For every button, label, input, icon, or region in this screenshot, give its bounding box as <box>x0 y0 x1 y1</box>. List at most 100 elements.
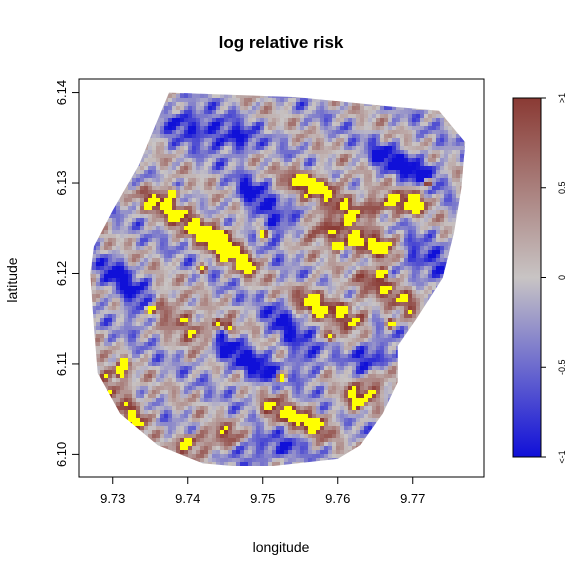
heatmap-cell <box>284 206 288 210</box>
heatmap-cell <box>412 206 416 210</box>
heatmap-cell <box>96 250 100 254</box>
heatmap-cell <box>420 170 424 174</box>
heatmap-cell <box>472 110 476 114</box>
heatmap-cell <box>156 102 160 106</box>
heatmap-cell <box>416 134 420 138</box>
heatmap-cell <box>90 238 92 242</box>
heatmap-cell <box>336 166 340 170</box>
heatmap-cell <box>200 86 204 90</box>
heatmap-cell <box>332 258 336 262</box>
heatmap-cell <box>292 278 296 282</box>
heatmap-cell <box>460 122 464 126</box>
heatmap-cell <box>276 186 280 190</box>
heatmap-cell <box>272 238 276 242</box>
heatmap-cell <box>268 230 272 234</box>
heatmap-cell <box>440 230 444 234</box>
heatmap-cell <box>288 282 292 286</box>
heatmap-cell <box>136 110 140 114</box>
heatmap-cell <box>356 278 360 282</box>
heatmap-cell <box>168 146 172 150</box>
heatmap-cell <box>440 258 444 262</box>
heatmap-cell <box>200 158 204 162</box>
heatmap-cell <box>424 138 428 142</box>
heatmap-cell <box>120 290 124 294</box>
heatmap-cell <box>144 238 148 242</box>
heatmap-cell <box>344 118 348 122</box>
heatmap-cell <box>408 282 412 286</box>
heatmap-cell <box>204 162 208 166</box>
heatmap-cell <box>172 282 176 286</box>
heatmap-cell <box>472 134 476 138</box>
heatmap-cell <box>344 174 348 178</box>
heatmap-cell <box>168 174 172 178</box>
heatmap-cell <box>292 162 296 166</box>
heatmap-cell <box>336 254 340 258</box>
heatmap-cell <box>400 286 404 290</box>
heatmap-cell <box>320 222 324 226</box>
heatmap-cell <box>448 194 452 198</box>
heatmap-cell <box>180 226 184 230</box>
heatmap-cell <box>284 170 288 174</box>
heatmap-cell <box>352 182 356 186</box>
heatmap-cell <box>460 282 464 286</box>
heatmap-cell <box>260 138 264 142</box>
heatmap-cell <box>276 226 280 230</box>
heatmap-cell <box>408 94 412 98</box>
heatmap-cell <box>428 138 432 142</box>
heatmap-cell <box>324 170 328 174</box>
heatmap-cell <box>308 166 312 170</box>
heatmap-cell <box>328 138 332 142</box>
heatmap-cell <box>320 86 324 90</box>
heatmap-cell <box>100 150 104 154</box>
heatmap-cell <box>184 92 188 94</box>
heatmap-cell <box>420 286 424 290</box>
heatmap-cell <box>116 274 120 278</box>
heatmap-cell <box>90 94 92 98</box>
heatmap-cell <box>136 118 140 122</box>
heatmap-cell <box>428 218 432 222</box>
heatmap-cell <box>320 162 324 166</box>
heatmap-cell <box>456 254 460 258</box>
heatmap-cell <box>264 98 268 102</box>
heatmap-cell <box>452 122 456 126</box>
heatmap-cell <box>364 262 368 266</box>
heatmap-cell <box>220 254 224 258</box>
heatmap-cell <box>232 138 236 142</box>
heatmap-cell <box>128 142 132 146</box>
heatmap-cell <box>252 266 256 270</box>
heatmap-cell <box>468 274 472 278</box>
heatmap-cell <box>468 246 472 250</box>
heatmap-cell <box>248 282 252 286</box>
heatmap-cell <box>264 230 268 234</box>
heatmap-cell <box>364 130 368 134</box>
heatmap-cell <box>288 250 292 254</box>
heatmap-cell <box>140 278 144 282</box>
heatmap-cell <box>252 166 256 170</box>
heatmap-cell <box>244 286 248 290</box>
heatmap-cell <box>396 214 400 218</box>
heatmap-cell <box>92 138 96 142</box>
heatmap-cell <box>260 142 264 146</box>
heatmap-cell <box>108 210 112 214</box>
heatmap-cell <box>360 154 364 158</box>
heatmap-cell <box>356 178 360 182</box>
heatmap-cell <box>340 110 344 114</box>
heatmap-cell <box>256 250 260 254</box>
heatmap-cell <box>328 92 332 94</box>
heatmap-cell <box>420 114 424 118</box>
heatmap-cell <box>416 166 420 170</box>
heatmap-cell <box>368 174 372 178</box>
heatmap-cell <box>280 262 284 266</box>
heatmap-cell <box>332 202 336 206</box>
heatmap-cell <box>436 226 440 230</box>
heatmap-cell <box>160 242 164 246</box>
heatmap-cell <box>216 134 220 138</box>
heatmap-cell <box>172 94 176 98</box>
heatmap-cell <box>176 210 180 214</box>
heatmap-cell <box>352 198 356 202</box>
heatmap-cell <box>324 266 328 270</box>
heatmap-cell <box>236 150 240 154</box>
heatmap-cell <box>420 214 424 218</box>
heatmap-cell <box>180 274 184 278</box>
heatmap-cell <box>120 218 124 222</box>
